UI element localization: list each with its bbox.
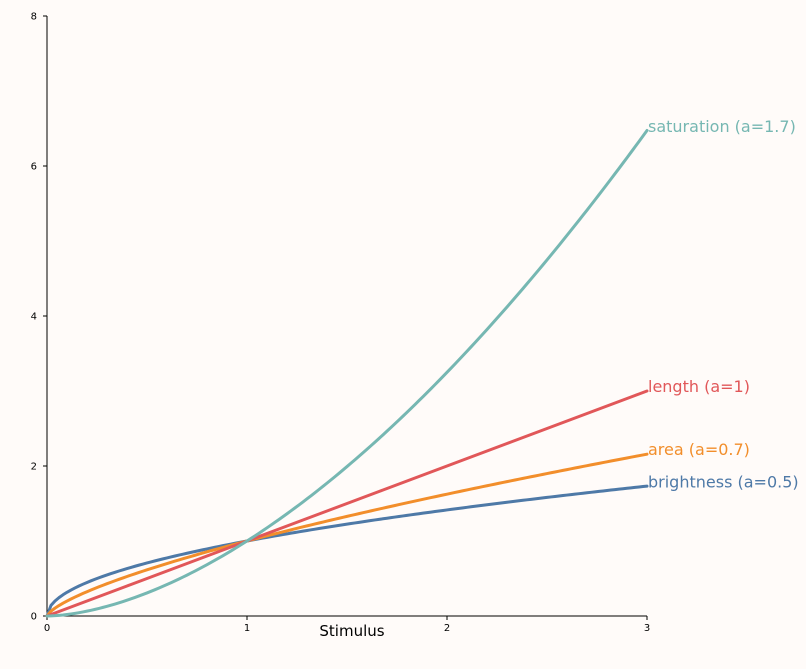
y-tick-label: 8 xyxy=(31,12,37,23)
x-tick-label: 3 xyxy=(644,623,650,634)
series-line xyxy=(45,389,649,618)
series-labels: brightness (a=0.5) area (a=0.7) length (a=… xyxy=(648,117,799,492)
y-tick-label: 0 xyxy=(31,612,37,623)
series-label: length (a=1) xyxy=(648,377,750,396)
series-line xyxy=(45,129,649,618)
y-tick-label: 4 xyxy=(31,312,37,323)
axes xyxy=(46,16,647,617)
x-tick-label: 1 xyxy=(244,623,250,634)
y-tick-label: 2 xyxy=(31,462,37,473)
x-tick-label: 0 xyxy=(44,623,50,634)
x-tick-label: 2 xyxy=(444,623,450,634)
series-label: area (a=0.7) xyxy=(648,440,750,459)
series-line xyxy=(45,452,649,618)
series-lines xyxy=(45,129,649,618)
x-axis-title: Stimulus xyxy=(319,622,384,640)
y-ticks: 0 2 4 6 8 xyxy=(31,12,47,623)
series-label: brightness (a=0.5) xyxy=(648,472,799,491)
y-tick-label: 6 xyxy=(31,162,37,173)
series-label: saturation (a=1.7) xyxy=(648,117,796,136)
series-line xyxy=(45,484,649,618)
